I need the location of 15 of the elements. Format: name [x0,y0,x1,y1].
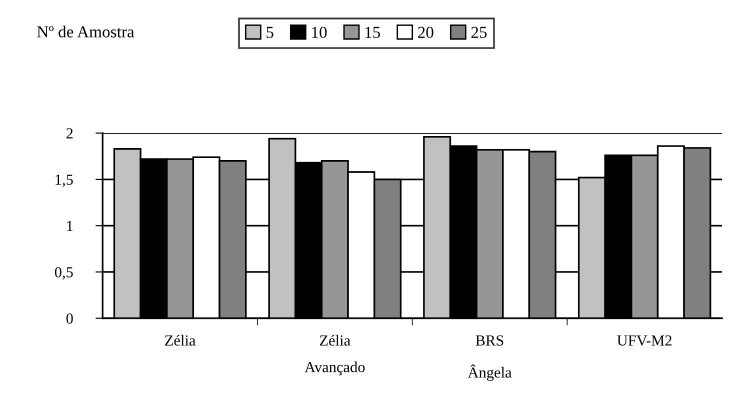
legend-label: 10 [312,26,327,38]
legend-label: 15 [365,26,380,38]
category-label: BRS Ângela [468,335,512,381]
legend-label: 25 [471,26,487,38]
x-tick-label: Zélia [165,334,196,346]
y-tick-label: 0,5 [54,267,73,280]
y-tick-label: 2 [66,128,73,138]
y-tick-label: 0 [66,313,73,324]
y-tick-label: 1 [67,220,73,231]
legend-label: 5 [266,26,274,38]
x-tick-label: UFV-M2 [617,335,672,346]
x-tick-label: Zélia Avançado [304,334,365,376]
legend-title: Nº de Amostra [37,26,134,38]
y-tick-label: 1,5 [56,174,73,188]
legend-label: 20 [418,26,434,38]
